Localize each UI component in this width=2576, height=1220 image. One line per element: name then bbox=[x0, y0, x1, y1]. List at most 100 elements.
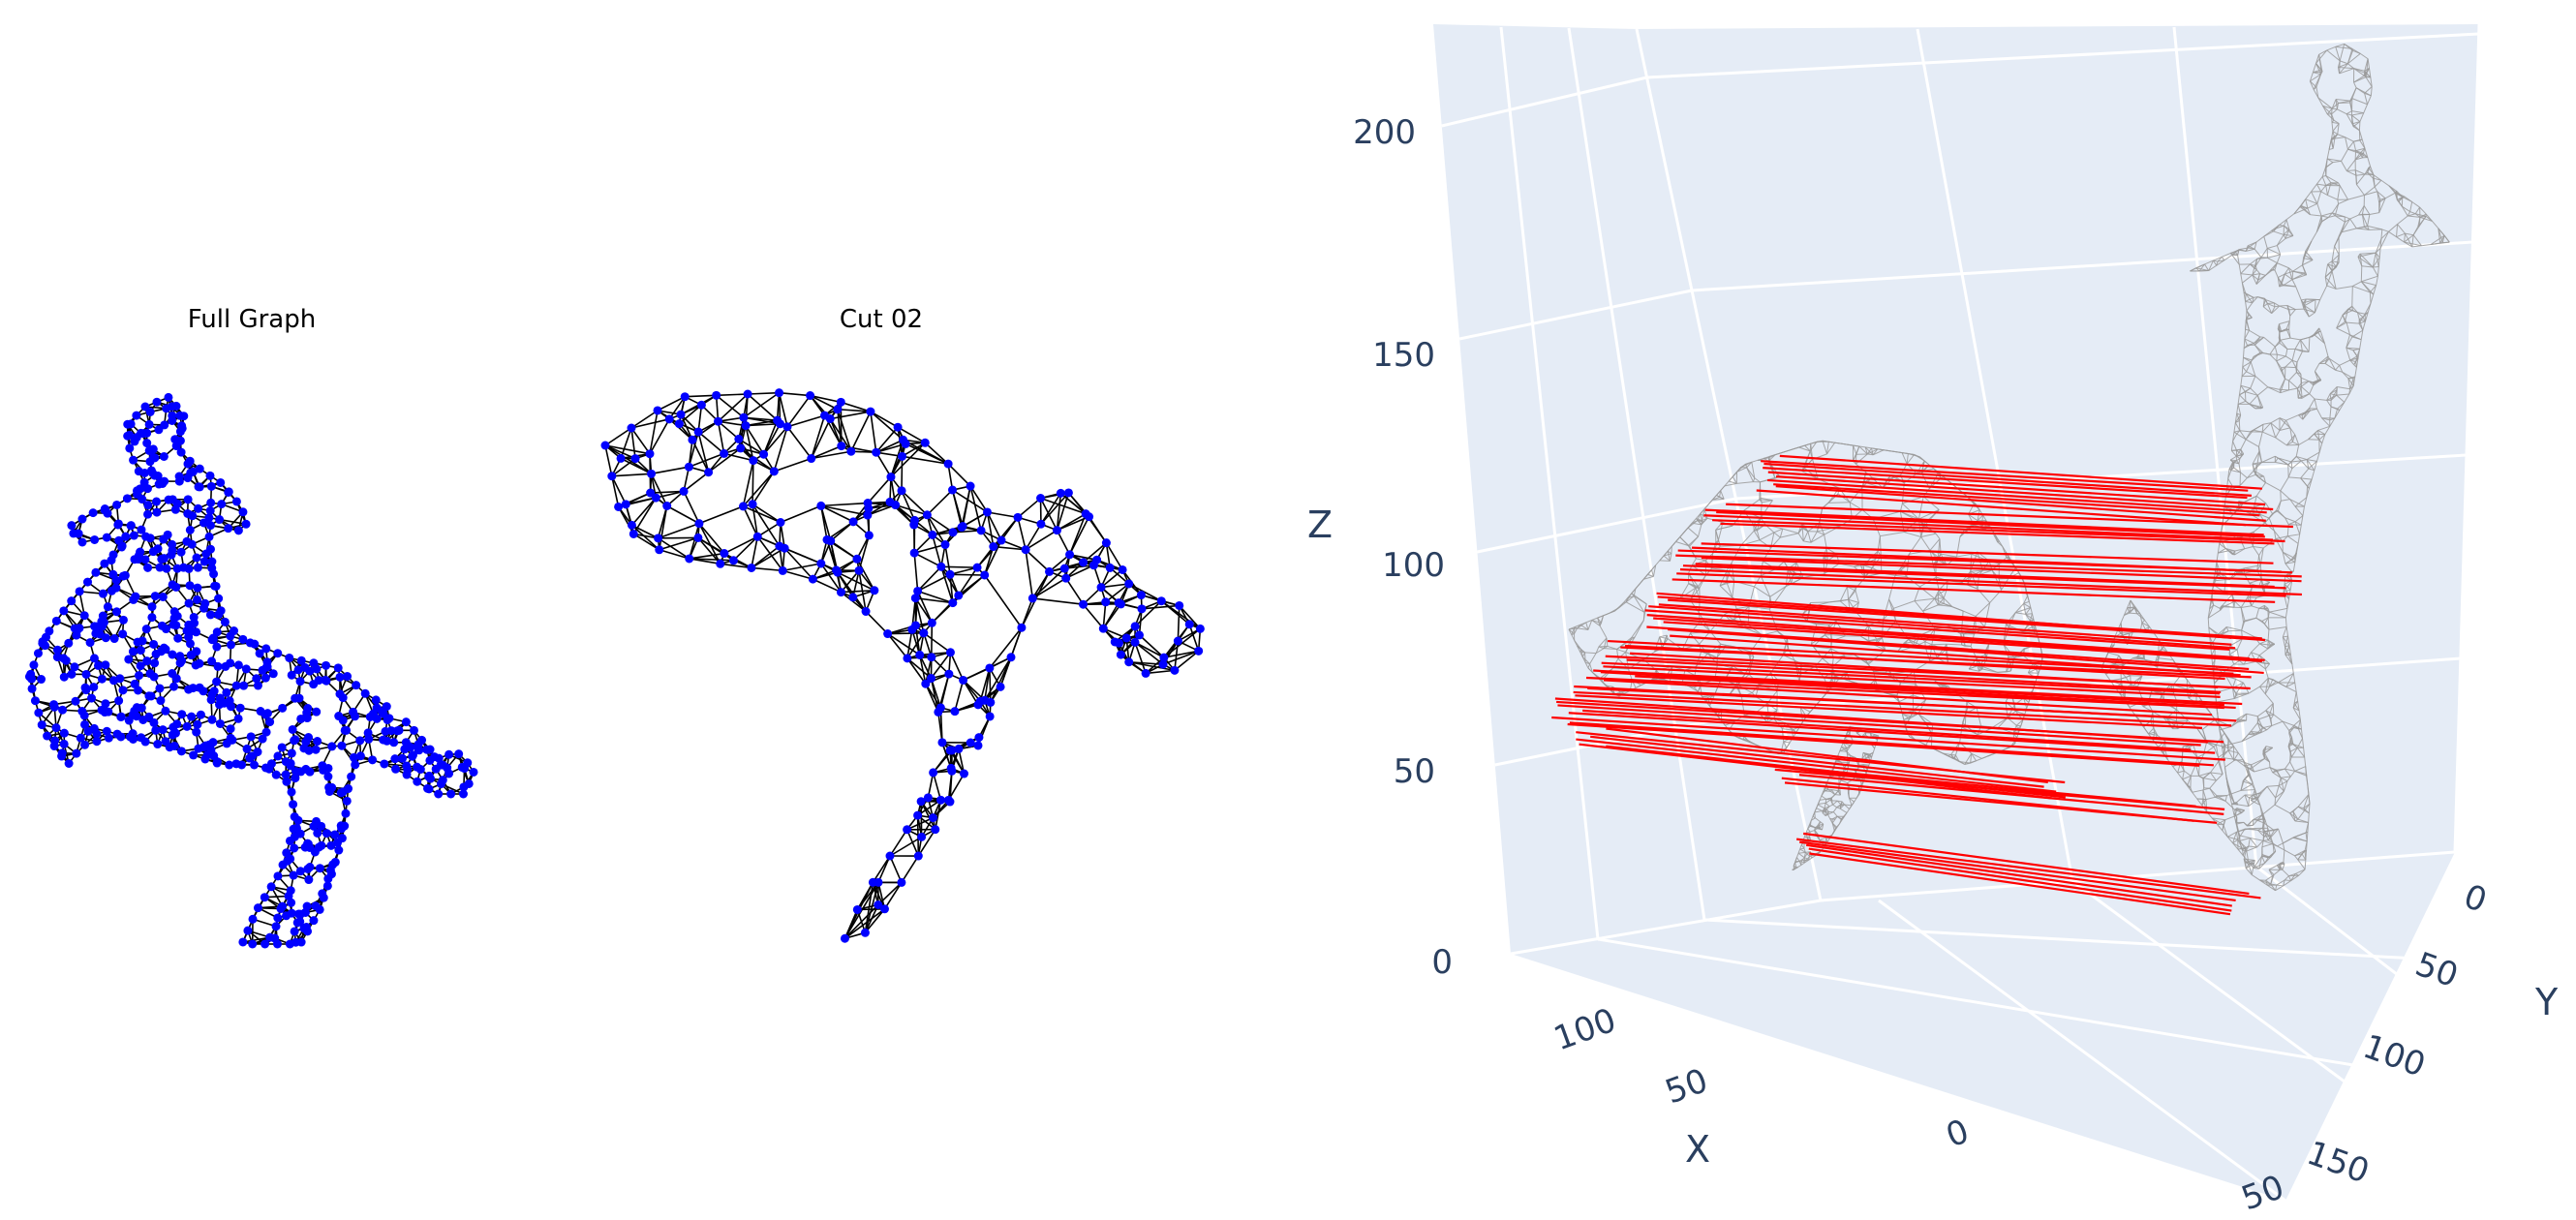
mesh-edge bbox=[2274, 346, 2278, 355]
cut-graph-edge bbox=[947, 463, 971, 487]
mesh-edge bbox=[2377, 191, 2380, 203]
mesh-edge bbox=[2289, 761, 2296, 772]
mesh-edge bbox=[2264, 663, 2270, 670]
scene-3d-canvas[interactable]: 0 50 100 150 200 Z 100 50 0 50 X 0 50 10… bbox=[1278, 0, 2576, 1220]
mesh-edge bbox=[2253, 818, 2264, 820]
cut-graph-edge bbox=[688, 523, 700, 560]
full-graph-node bbox=[300, 907, 310, 917]
cut-graph-edge bbox=[742, 471, 775, 507]
mesh-edge bbox=[2261, 455, 2276, 463]
scene-3d-panel[interactable]: 0 50 100 150 200 Z 100 50 0 50 X 0 50 10… bbox=[1278, 0, 2576, 1220]
mesh-edge bbox=[2227, 629, 2242, 632]
full-graph-node bbox=[193, 563, 202, 572]
mesh-edge bbox=[2285, 355, 2293, 361]
cut-graph-edge bbox=[617, 506, 634, 534]
mesh-edge bbox=[2241, 731, 2252, 742]
cut-graph-edge bbox=[656, 490, 685, 499]
full-graph-node bbox=[37, 675, 46, 685]
mesh-edge bbox=[2278, 780, 2288, 786]
full-graph-node bbox=[368, 755, 378, 765]
cut-graph-edge bbox=[843, 903, 879, 939]
full-graph-node bbox=[176, 447, 186, 457]
mesh-edge bbox=[2328, 147, 2334, 150]
mesh-edge bbox=[2259, 643, 2271, 646]
cut-graph-edge bbox=[901, 490, 928, 516]
mesh-edge bbox=[2285, 414, 2299, 421]
cut-graph-node bbox=[1065, 550, 1075, 560]
mesh-edge bbox=[2266, 725, 2273, 731]
full-graph-node bbox=[469, 767, 478, 777]
cut-graph-edge bbox=[1082, 603, 1104, 629]
mesh-edge bbox=[2262, 352, 2270, 355]
cut-graph-edge bbox=[742, 505, 758, 537]
cut-graph-edge bbox=[841, 444, 876, 454]
full-graph-node bbox=[126, 521, 136, 531]
mesh-edge bbox=[2262, 749, 2265, 759]
mesh-edge bbox=[2269, 767, 2278, 773]
cut-graph-node bbox=[852, 554, 862, 564]
cut-graph-node bbox=[616, 453, 626, 463]
cut-graph-edge bbox=[989, 667, 992, 703]
cut-graph-edge bbox=[1162, 650, 1199, 665]
mesh-edge bbox=[2264, 522, 2275, 532]
mesh-edge bbox=[2266, 303, 2273, 314]
cut-graph-edge bbox=[810, 394, 842, 404]
full-graph-node bbox=[135, 671, 144, 681]
mesh-edge bbox=[2238, 420, 2241, 431]
mesh-edge bbox=[2287, 875, 2292, 881]
mesh-edge bbox=[2373, 174, 2376, 188]
cut-graph-node bbox=[1105, 563, 1115, 572]
cut-graph-edge bbox=[1177, 605, 1181, 642]
mesh-edge bbox=[2268, 869, 2274, 876]
full-graph-node bbox=[243, 926, 253, 935]
full-graph-node bbox=[125, 443, 135, 453]
mesh-edge bbox=[2373, 177, 2382, 181]
cut-graph-edge bbox=[1188, 624, 1200, 652]
mesh-edge bbox=[2273, 714, 2284, 722]
mesh-edge bbox=[2363, 205, 2371, 215]
cut-graph-edge bbox=[630, 497, 657, 526]
cut-graph-node bbox=[1056, 488, 1065, 498]
full-graph-node bbox=[205, 471, 215, 480]
cut-graph-node bbox=[759, 449, 769, 459]
full-graph-node bbox=[212, 627, 222, 637]
grid-line bbox=[1878, 899, 2286, 1203]
mesh-edge bbox=[2331, 108, 2338, 115]
mesh-edge bbox=[2396, 232, 2406, 238]
cut-graph-edge bbox=[1039, 498, 1058, 532]
grid-line bbox=[1916, 28, 2074, 882]
mesh-edge bbox=[2286, 442, 2293, 446]
mesh-edge bbox=[2401, 205, 2408, 217]
full-graph-node bbox=[445, 769, 454, 778]
cut-graph-edge bbox=[858, 534, 871, 571]
full-graph-node bbox=[252, 674, 261, 684]
full-graph-node bbox=[164, 392, 173, 402]
cut-graph-node bbox=[897, 486, 906, 496]
mesh-edge bbox=[2304, 255, 2314, 260]
full-graph-node bbox=[70, 624, 79, 633]
full-graph-node bbox=[458, 789, 468, 799]
cut-graph-edge bbox=[716, 393, 749, 397]
full-graph-node bbox=[154, 425, 164, 435]
full-graph-node bbox=[199, 603, 209, 613]
mesh-edge bbox=[2367, 214, 2371, 227]
cut-graph-edge bbox=[976, 539, 1002, 568]
cut-graph-edge bbox=[940, 565, 960, 596]
cut-graph-node bbox=[654, 534, 663, 543]
full-graph-node bbox=[129, 455, 138, 465]
full-graph-node bbox=[335, 689, 345, 699]
full-graph-node bbox=[124, 655, 134, 664]
cut-graph-node bbox=[736, 443, 746, 453]
full-graph-node bbox=[330, 830, 340, 839]
full-graph-node bbox=[29, 660, 39, 670]
cut-graph-node bbox=[833, 405, 843, 414]
cut-graph-edge bbox=[895, 503, 928, 516]
full-graph-node bbox=[98, 611, 107, 621]
cut-graph-node bbox=[655, 545, 664, 555]
cut-graph-node bbox=[712, 390, 721, 400]
cut-graph-node bbox=[816, 501, 826, 510]
mesh-edge bbox=[2246, 361, 2252, 373]
mesh-edge bbox=[2325, 185, 2328, 196]
mesh-edge bbox=[2276, 354, 2278, 362]
mesh-edge bbox=[2317, 430, 2320, 441]
